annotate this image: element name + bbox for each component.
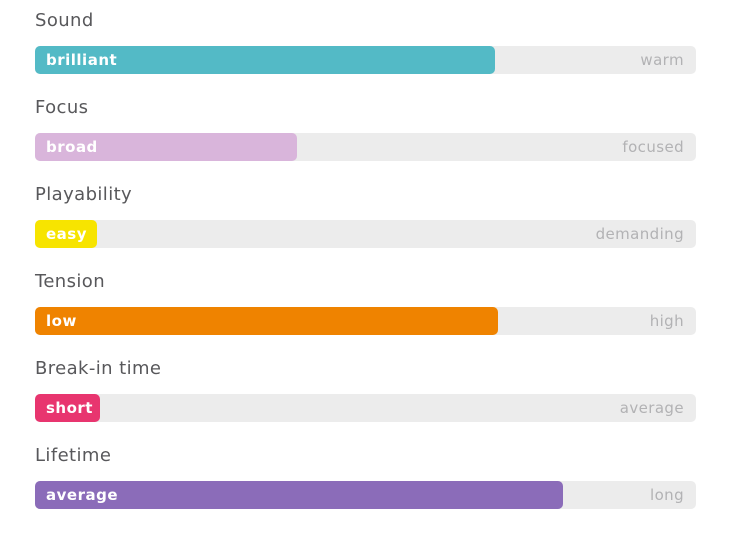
attribute-value-label: short — [46, 399, 93, 417]
attribute-bar-fill: low — [35, 307, 498, 335]
attribute-bar-fill: average — [35, 481, 564, 509]
attribute-bar-track: average long — [35, 481, 696, 509]
attribute-opposite-label: average — [619, 399, 684, 417]
attribute-row: Focus broad focused — [35, 97, 696, 161]
attribute-row: Sound brilliant warm — [35, 10, 696, 74]
attribute-value-label: low — [46, 312, 77, 330]
attribute-label: Sound — [35, 10, 94, 31]
attribute-bar-fill: short — [35, 394, 100, 422]
attribute-value-label: brilliant — [46, 51, 118, 69]
attribute-bar-track: broad focused — [35, 133, 696, 161]
attribute-value-label: easy — [46, 225, 88, 243]
attribute-bar-track: brilliant warm — [35, 46, 696, 74]
attribute-label: Focus — [35, 97, 89, 118]
attribute-opposite-label: focused — [622, 138, 684, 156]
attribute-opposite-label: warm — [640, 51, 684, 69]
attribute-bar-fill: brilliant — [35, 46, 496, 74]
attribute-opposite-label: high — [649, 312, 684, 330]
attribute-label: Lifetime — [35, 445, 112, 466]
attribute-bar-track: low high — [35, 307, 696, 335]
attribute-label: Tension — [35, 271, 106, 292]
attribute-row: Playability easy demanding — [35, 184, 696, 248]
attribute-label: Playability — [35, 184, 133, 205]
attribute-row: Lifetime average long — [35, 445, 696, 509]
attribute-row: Break-in time short average — [35, 358, 696, 422]
attribute-value-label: broad — [46, 138, 98, 156]
attribute-bar-fill: broad — [35, 133, 297, 161]
attribute-bar-track: easy demanding — [35, 220, 696, 248]
attribute-opposite-label: long — [650, 486, 684, 504]
attribute-row: Tension low high — [35, 271, 696, 335]
attribute-bar-fill: easy — [35, 220, 98, 248]
attribute-bar-list: Sound brilliant warm Focus broad focused… — [35, 10, 696, 532]
attribute-opposite-label: demanding — [595, 225, 684, 243]
attribute-value-label: average — [46, 486, 119, 504]
attribute-bar-track: short average — [35, 394, 696, 422]
attribute-label: Break-in time — [35, 358, 162, 379]
